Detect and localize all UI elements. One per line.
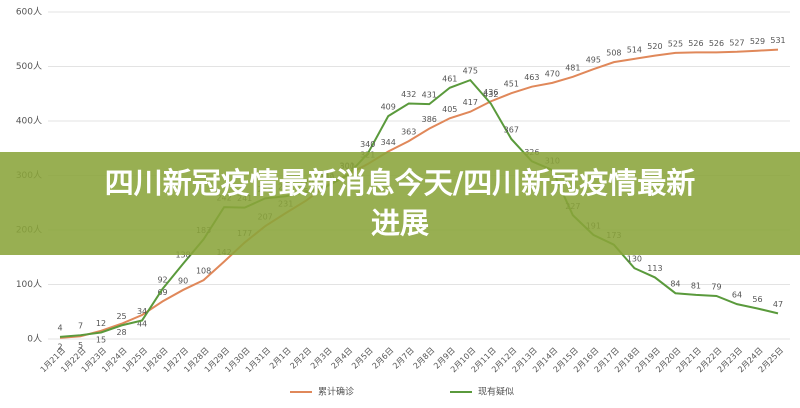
x-tick-label: 2月4日 xyxy=(330,346,355,371)
data-label: 84 xyxy=(670,280,680,289)
data-label: 81 xyxy=(691,281,701,290)
data-label: 7 xyxy=(78,322,83,331)
data-label: 526 xyxy=(709,39,724,48)
data-label: 25 xyxy=(116,312,126,321)
data-label: 5 xyxy=(78,341,83,350)
x-tick-label: 2月3日 xyxy=(309,346,334,371)
x-tick-label: 2月6日 xyxy=(371,346,396,371)
y-tick-label: 500人 xyxy=(16,61,42,72)
x-tick-label: 2月1日 xyxy=(268,346,293,371)
data-label: 508 xyxy=(606,49,621,58)
data-label: 405 xyxy=(442,105,457,114)
data-label: 432 xyxy=(483,90,498,99)
data-label: 527 xyxy=(729,38,744,47)
y-tick-label: 100人 xyxy=(16,279,42,290)
data-label: 28 xyxy=(116,328,126,337)
banner xyxy=(0,152,800,255)
legend-label: 累计确诊 xyxy=(318,386,354,398)
data-label: 56 xyxy=(752,295,762,304)
data-label: 92 xyxy=(157,275,167,284)
data-label: 526 xyxy=(688,39,703,48)
x-tick-label: 2月8日 xyxy=(412,346,437,371)
data-label: 340 xyxy=(360,140,375,149)
data-label: 90 xyxy=(178,276,188,285)
data-label: 344 xyxy=(381,138,396,147)
data-label: 363 xyxy=(401,128,416,137)
data-label: 531 xyxy=(770,36,785,45)
y-tick-label: 400人 xyxy=(16,116,42,127)
data-label: 4 xyxy=(57,323,62,332)
data-label: 34 xyxy=(137,307,147,316)
data-label: 436 xyxy=(483,88,498,97)
data-label: 432 xyxy=(401,90,416,99)
data-label: 108 xyxy=(196,267,211,276)
data-label: 525 xyxy=(668,39,683,48)
data-label: 44 xyxy=(137,320,147,329)
data-label: 461 xyxy=(442,74,457,83)
banner-title: 四川新冠疫情最新消息今天/四川新冠疫情最新 xyxy=(105,166,696,200)
data-label: 130 xyxy=(627,255,642,264)
data-label: 417 xyxy=(463,98,478,107)
data-label: 113 xyxy=(647,264,662,273)
data-label: 514 xyxy=(627,45,642,54)
data-label: 64 xyxy=(732,291,742,300)
data-label: 481 xyxy=(565,63,580,72)
data-label: 367 xyxy=(504,125,519,134)
data-label: 409 xyxy=(381,103,396,112)
x-tick-label: 2月7日 xyxy=(391,346,416,371)
data-label: 2 xyxy=(57,342,62,351)
data-label: 470 xyxy=(545,69,560,78)
data-label: 47 xyxy=(773,300,783,309)
data-label: 529 xyxy=(750,37,765,46)
x-tick-label: 2月2日 xyxy=(288,346,313,371)
y-tick-label: 0人 xyxy=(27,334,42,345)
banner-title-line2: 进展 xyxy=(371,206,429,240)
data-label: 495 xyxy=(586,56,601,65)
data-label: 520 xyxy=(647,42,662,51)
x-tick-label: 2月5日 xyxy=(350,346,375,371)
data-label: 69 xyxy=(157,288,167,297)
data-label: 12 xyxy=(96,319,106,328)
legend-label: 现有疑似 xyxy=(478,386,514,398)
y-tick-label: 600人 xyxy=(16,7,42,18)
series-line xyxy=(59,48,779,339)
data-label: 463 xyxy=(524,73,539,82)
data-label: 475 xyxy=(463,67,478,76)
series-line xyxy=(59,78,779,338)
data-label: 79 xyxy=(711,282,721,291)
data-label: 15 xyxy=(96,335,106,344)
data-label: 451 xyxy=(504,80,519,89)
data-label: 386 xyxy=(422,115,437,124)
data-label: 431 xyxy=(422,91,437,100)
